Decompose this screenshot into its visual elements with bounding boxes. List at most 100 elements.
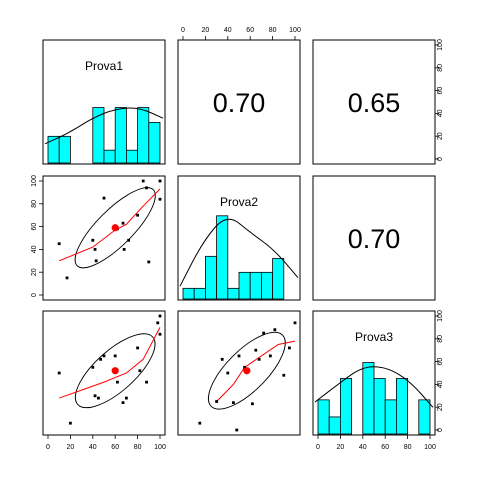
histogram-bar [126, 149, 139, 164]
data-point [102, 196, 106, 200]
data-point [158, 314, 162, 318]
right-axis-row0-tick-label: 40 [437, 109, 444, 117]
data-point [121, 401, 125, 405]
top-axis-tick-label: 40 [224, 27, 232, 34]
panel-frame-r1-c0 [42, 175, 166, 301]
right-axis-row0-tick-label: 60 [437, 87, 444, 95]
data-point [102, 354, 106, 358]
data-point [257, 357, 261, 361]
left-axis-tick-label: 0 [31, 293, 38, 297]
right-axis-row0-tick-label: 100 [437, 39, 444, 51]
data-point [215, 400, 218, 403]
histogram-bar [58, 135, 71, 164]
histogram-bar [384, 399, 397, 435]
right-axis-row0-tick-label: 0 [437, 157, 444, 161]
variable-label-prova2: Prova2 [220, 195, 258, 209]
data-point [93, 248, 97, 251]
left-axis: 0 20 40 60 80 100 [31, 175, 43, 297]
correlation-ellipse [208, 331, 286, 410]
data-point [138, 369, 142, 373]
right-axis-row2-tick-label: 100 [437, 310, 444, 322]
histogram-bar [182, 287, 195, 300]
data-point [147, 260, 151, 264]
histogram-prova1: Prova1 [44, 59, 164, 164]
histogram-bar [216, 215, 229, 300]
left-axis-tick-label: 100 [31, 175, 38, 187]
data-point [125, 396, 128, 400]
right-axis-row2-tick-label: 40 [437, 380, 444, 388]
data-point [136, 213, 139, 217]
correlation-label: 0.70 [348, 224, 401, 254]
histogram-bar [395, 378, 408, 435]
scatter-panel-prova1-prova2 [57, 179, 162, 280]
data-point [141, 179, 145, 183]
histogram-bar [148, 122, 161, 164]
lowess-line [59, 327, 161, 399]
bottom-axis-col2-tick-label: 100 [424, 444, 436, 451]
right-axis-row0: 0 20 40 60 80 100 [435, 39, 444, 161]
bottom-axis-col2-tick-label: 0 [316, 444, 320, 451]
variable-label-prova3: Prova3 [355, 330, 393, 344]
data-point [198, 421, 202, 425]
data-point [268, 354, 272, 358]
data-point [94, 259, 98, 263]
histogram-bar [418, 399, 431, 435]
density-curve [44, 107, 164, 145]
data-point [251, 402, 254, 406]
panel-frame-r0-c0 [42, 39, 166, 165]
data-point [57, 242, 61, 246]
top-axis-tick-label: 80 [269, 27, 277, 34]
density-curve [179, 218, 299, 287]
right-axis-row0-tick-label: 80 [437, 64, 444, 72]
right-axis-row0-tick-label: 20 [437, 132, 444, 140]
left-axis-tick-label: 60 [31, 223, 38, 231]
data-point [262, 331, 266, 335]
data-point [65, 276, 69, 280]
top-axis-tick-label: 0 [181, 27, 185, 34]
mean-point [111, 367, 119, 375]
right-axis-row2-tick-label: 60 [437, 358, 444, 366]
histogram-prova3: Prova3 [314, 330, 434, 435]
panel-frame-r1-c2 [312, 175, 436, 301]
correlation-ellipse [74, 333, 156, 409]
left-axis-tick-label: 40 [31, 245, 38, 253]
data-point [158, 197, 162, 201]
correlation-label: 0.70 [213, 88, 266, 118]
bottom-axis-col0-tick-label: 100 [154, 444, 166, 451]
data-point [158, 179, 162, 183]
left-axis-tick-label: 20 [31, 268, 38, 276]
histogram-bar [238, 271, 251, 300]
data-point [97, 396, 100, 400]
right-axis-row2-tick-label: 0 [437, 428, 444, 432]
data-point [136, 346, 139, 350]
histogram-bar [260, 271, 273, 300]
bottom-axis-col0-tick-label: 60 [111, 444, 119, 451]
bottom-axis-col2-tick-label: 80 [404, 444, 412, 451]
panel-frame-r1-c1 [177, 175, 301, 301]
histogram-bar [328, 416, 341, 435]
top-axis-tick-label: 100 [289, 27, 301, 34]
data-point [127, 238, 131, 242]
lowess-line [216, 340, 296, 402]
lowess-line [59, 188, 161, 262]
bottom-axis-col0-tick-label: 0 [46, 444, 50, 451]
panel-frame-r0-c1 [177, 39, 301, 165]
data-point [273, 328, 277, 332]
data-point [113, 354, 117, 358]
top-axis-tick-label: 60 [246, 27, 254, 34]
bottom-axis-col2-tick-label: 40 [359, 444, 367, 451]
right-axis-row2: 0 20 40 60 80 100 [435, 310, 444, 432]
data-point [99, 357, 103, 361]
histogram-bar [137, 107, 150, 164]
data-point [145, 186, 148, 190]
histogram-bar [114, 107, 127, 164]
data-point [158, 332, 162, 336]
data-point [293, 321, 297, 325]
data-point [243, 365, 246, 369]
scatter-panel-prova2-prova3 [198, 321, 297, 432]
bottom-axis-col0: 0 20 40 60 80 100 [46, 435, 166, 451]
bottom-axis-col2: 0 20 40 60 80 100 [316, 435, 436, 451]
histogram-bar [373, 378, 386, 435]
data-point [156, 321, 160, 325]
